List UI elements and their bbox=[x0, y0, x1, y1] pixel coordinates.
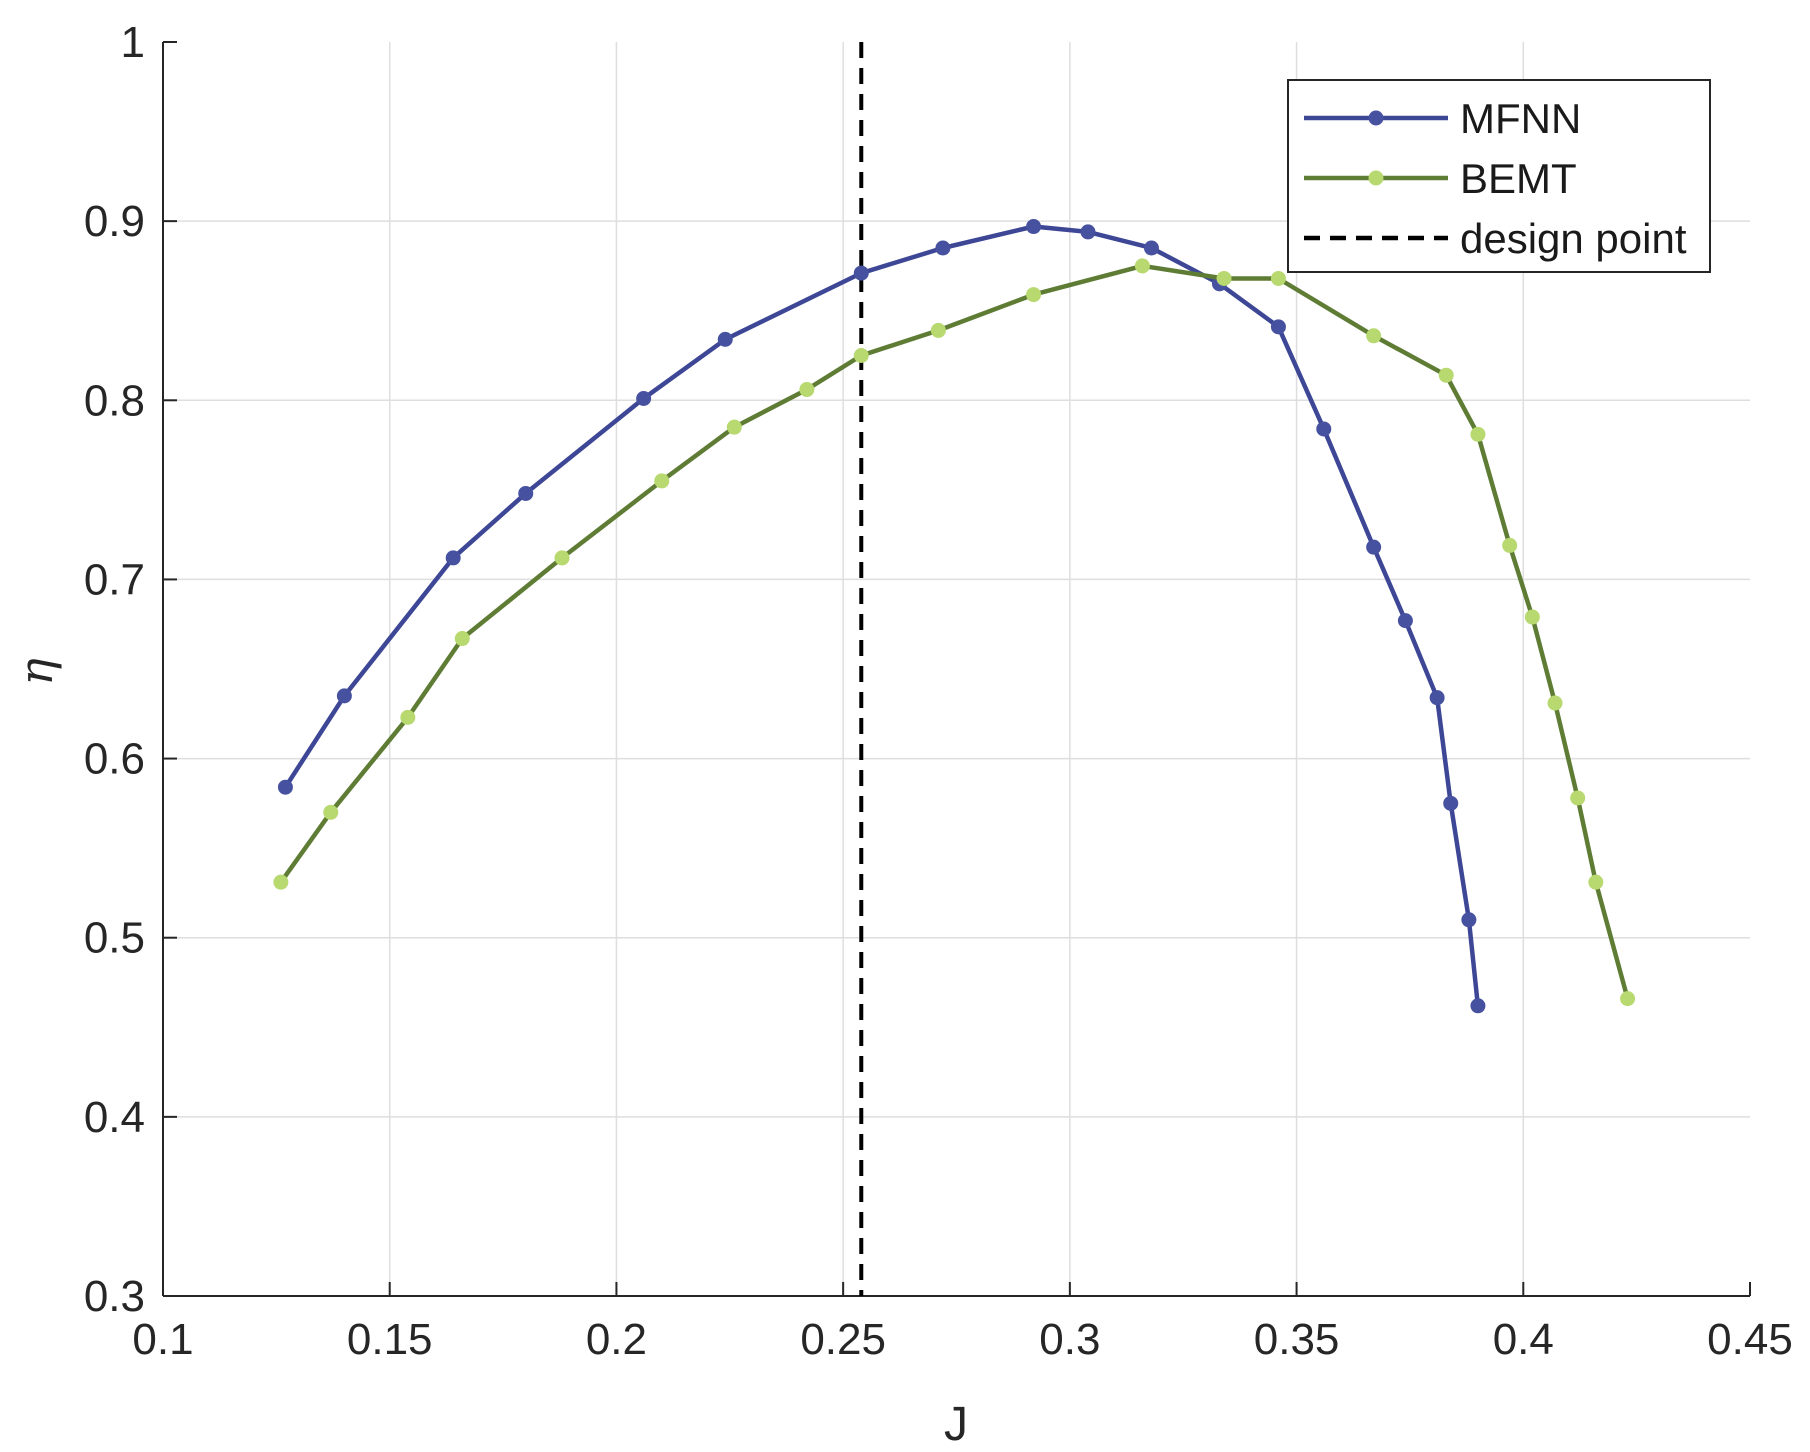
mfnn-point bbox=[1080, 224, 1096, 240]
legend-label-design-point: design point bbox=[1460, 215, 1687, 262]
mfnn-point bbox=[445, 550, 461, 566]
bemt-point bbox=[1620, 991, 1636, 1007]
mfnn-point bbox=[1470, 998, 1486, 1014]
bemt-point bbox=[454, 631, 470, 647]
y-tick-label: 0.6 bbox=[84, 735, 145, 784]
bemt-point bbox=[1547, 695, 1563, 711]
x-tick-label: 0.3 bbox=[1039, 1315, 1100, 1364]
x-tick-label: 0.25 bbox=[800, 1315, 886, 1364]
bemt-point bbox=[654, 473, 670, 489]
mfnn-point bbox=[1397, 613, 1413, 629]
y-axis-label: η bbox=[9, 658, 63, 686]
bemt-point bbox=[1588, 874, 1604, 890]
bemt-point bbox=[400, 709, 416, 725]
mfnn-point bbox=[1143, 240, 1159, 256]
grid-lines bbox=[163, 42, 1750, 1296]
y-tick-label: 0.3 bbox=[84, 1272, 145, 1321]
mfnn-point bbox=[336, 688, 352, 704]
bemt-point bbox=[554, 550, 570, 566]
mfnn-point bbox=[1366, 539, 1382, 555]
y-tick-label: 0.5 bbox=[84, 914, 145, 963]
mfnn-line bbox=[283, 224, 1481, 1007]
x-tick-label: 0.35 bbox=[1254, 1315, 1340, 1364]
bemt-point bbox=[1134, 258, 1150, 274]
bemt-point bbox=[853, 348, 869, 363]
mfnn-point bbox=[1316, 421, 1332, 437]
bemt-point bbox=[1366, 328, 1382, 344]
y-tick-label: 0.4 bbox=[84, 1093, 145, 1142]
bemt-point bbox=[1502, 537, 1518, 553]
bemt-point bbox=[930, 322, 946, 338]
bemt-point bbox=[323, 804, 339, 820]
mfnn-point bbox=[1026, 219, 1042, 235]
bemt-point bbox=[799, 382, 815, 398]
mfnn-point bbox=[853, 265, 869, 281]
x-tick-label: 0.15 bbox=[347, 1315, 433, 1364]
mfnn-point bbox=[518, 485, 534, 501]
mfnn-point bbox=[1429, 690, 1445, 706]
x-axis-ticks: 0.1 0.15 0.2 0.25 0.3 0.35 0.4 0.45 bbox=[132, 1282, 1793, 1364]
x-axis-label: J bbox=[944, 1398, 968, 1451]
bemt-point bbox=[1026, 287, 1042, 303]
bemt-point bbox=[726, 419, 742, 435]
bemt-point bbox=[1438, 367, 1454, 383]
legend-label-bemt: BEMT bbox=[1460, 155, 1577, 202]
legend: MFNN BEMT design point bbox=[1287, 79, 1711, 273]
bemt-point bbox=[1216, 270, 1232, 286]
legend-label-mfnn: MFNN bbox=[1460, 95, 1581, 142]
y-tick-label: 1 bbox=[121, 18, 145, 67]
bemt-point bbox=[1470, 426, 1486, 442]
mfnn-point bbox=[1461, 912, 1477, 928]
axes bbox=[162, 42, 1750, 1297]
y-tick-label: 0.9 bbox=[84, 197, 145, 246]
x-tick-label: 0.4 bbox=[1493, 1315, 1554, 1364]
legend-marker-mfnn bbox=[1368, 110, 1384, 126]
x-tick-label: 0.45 bbox=[1707, 1315, 1793, 1364]
y-axis-ticks: 0.3 0.4 0.5 0.6 0.7 0.8 0.9 1 bbox=[84, 18, 177, 1321]
mfnn-point bbox=[1270, 319, 1286, 335]
mfnn-point bbox=[636, 390, 652, 406]
x-tick-label: 0.1 bbox=[132, 1315, 193, 1364]
mfnn-point bbox=[277, 779, 293, 795]
bemt-point bbox=[1524, 609, 1540, 625]
bemt-point bbox=[1270, 270, 1286, 286]
bemt-point bbox=[1570, 790, 1586, 806]
mfnn-point bbox=[717, 331, 733, 347]
y-tick-label: 0.7 bbox=[84, 555, 145, 604]
bemt-point bbox=[273, 874, 289, 890]
x-tick-label: 0.2 bbox=[586, 1315, 647, 1364]
mfnn-point bbox=[935, 240, 951, 256]
y-tick-label: 0.8 bbox=[84, 376, 145, 425]
mfnn-point bbox=[1443, 795, 1459, 811]
legend-marker-bemt bbox=[1368, 170, 1384, 186]
data-series bbox=[273, 219, 1636, 1014]
